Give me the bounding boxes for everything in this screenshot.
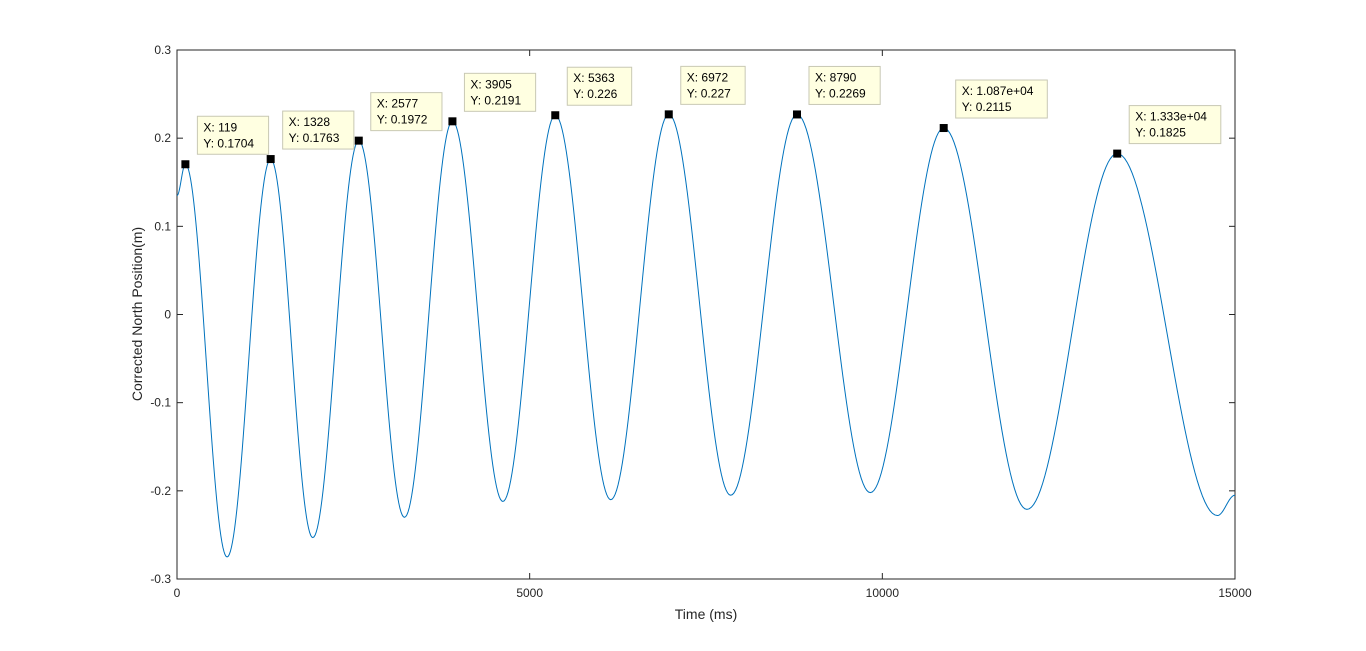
y-tick-label: -0.1 [150, 396, 171, 410]
datatip-x-label: X: 6972 [687, 70, 729, 84]
y-axis-label: Corrected North Position(m) [129, 227, 145, 401]
datatip[interactable]: X: 1328 Y: 0.1763 [266, 110, 355, 164]
datatip-x-label: X: 119 [203, 120, 237, 134]
datatip-x-label: X: 1328 [289, 115, 331, 129]
y-tick-label: 0 [164, 308, 171, 322]
datatip-box [808, 65, 881, 105]
datatip-marker [792, 110, 801, 119]
datatip-box [370, 92, 443, 132]
datatip-y-label: Y: 0.1825 [1135, 126, 1186, 140]
datatip-box [680, 65, 746, 105]
datatip-x-label: X: 8790 [815, 70, 857, 84]
x-tick-label: 10000 [866, 586, 900, 600]
datatip-marker [664, 110, 673, 119]
datatip-marker [1113, 149, 1122, 158]
y-tick-label: 0.2 [154, 131, 171, 145]
datatip[interactable]: X: 8790 Y: 0.2269 [792, 65, 881, 119]
datatip[interactable]: X: 3905 Y: 0.2191 [448, 72, 537, 126]
datatip-marker [939, 124, 948, 133]
datatip-y-label: Y: 0.226 [573, 87, 617, 101]
datatip-box [196, 115, 270, 155]
datatip-y-label: Y: 0.227 [687, 86, 731, 100]
datatip[interactable]: X: 1.333e+04 Y: 0.1825 [1113, 105, 1222, 158]
datatip-y-label: Y: 0.1972 [377, 113, 428, 127]
series-curve [176, 113, 1236, 558]
datatip-box [955, 79, 1048, 119]
datatip-y-label: Y: 0.1763 [289, 131, 340, 145]
series-line [176, 113, 1236, 558]
datatip-x-label: X: 3905 [470, 77, 512, 91]
datatip-box [463, 72, 537, 112]
datatip-x-label: X: 5363 [573, 71, 615, 85]
x-axis-label: Time (ms) [675, 606, 737, 622]
axis-ticks: 0 5000 10000 15000 -0.3 -0.2 -0.1 0 0.1 0.2 0.3 [150, 43, 1252, 600]
datatip-y-label: Y: 0.2191 [470, 93, 521, 107]
datatip[interactable]: X: 5363 Y: 0.226 [551, 66, 633, 120]
datatip-box [566, 66, 633, 106]
x-tick-label: 5000 [516, 586, 543, 600]
datatip[interactable]: X: 119 Y: 0.1704 [181, 115, 270, 169]
datatip-box [282, 110, 355, 150]
y-tick-label: -0.2 [150, 484, 171, 498]
datatip-y-label: Y: 0.1704 [203, 136, 254, 150]
datatip-x-label: X: 2577 [377, 97, 419, 111]
datatips: X: 119 Y: 0.1704 X: 1328 Y: 0.1763 X: 2577 Y:… [181, 65, 1222, 169]
datatip-marker [354, 136, 363, 145]
y-tick-label: 0.1 [154, 219, 171, 233]
datatip-y-label: Y: 0.2269 [815, 86, 866, 100]
datatip-marker [181, 160, 190, 169]
datatip-y-label: Y: 0.2115 [962, 100, 1012, 114]
datatip[interactable]: X: 1.087e+04 Y: 0.2115 [939, 79, 1048, 133]
datatip[interactable]: X: 2577 Y: 0.1972 [354, 92, 443, 145]
y-tick-label: -0.3 [150, 572, 171, 586]
datatip[interactable]: X: 6972 Y: 0.227 [664, 65, 746, 119]
datatip-x-label: X: 1.333e+04 [1135, 110, 1207, 124]
datatip-x-label: X: 1.087e+04 [962, 84, 1034, 98]
datatip-marker [551, 111, 560, 120]
datatip-box [1128, 105, 1222, 145]
x-tick-label: 15000 [1218, 586, 1252, 600]
datatip-marker [448, 117, 457, 126]
datatip-marker [266, 155, 275, 164]
x-tick-label: 0 [174, 586, 181, 600]
y-tick-label: 0.3 [154, 43, 171, 57]
